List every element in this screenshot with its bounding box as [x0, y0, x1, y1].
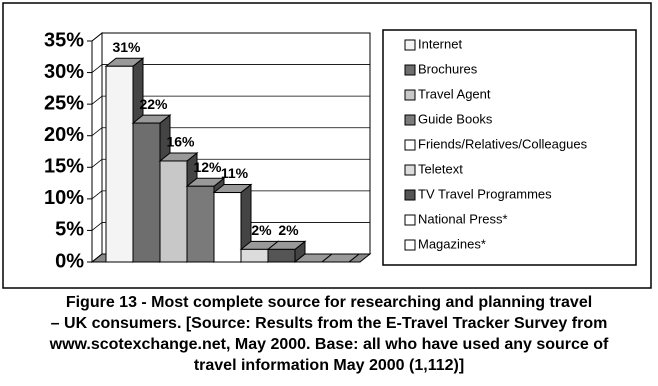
y-tick-label: 10% [44, 187, 84, 209]
grid-line [91, 32, 103, 42]
bar [213, 192, 242, 263]
y-tick-label: 35% [44, 29, 84, 51]
bar [105, 65, 134, 263]
legend-box [382, 29, 637, 266]
bar [186, 185, 215, 263]
grid-line [91, 64, 103, 73]
legend-swatch [404, 114, 416, 126]
value-label: 31% [112, 39, 141, 55]
bar [132, 122, 161, 263]
grid-line [91, 95, 103, 105]
grid-line [91, 158, 103, 168]
y-tick-label: 0% [55, 250, 84, 272]
value-label: 2% [278, 222, 299, 238]
legend-label: TV Travel Programmes [418, 186, 552, 201]
grid-line [91, 253, 103, 263]
legend-swatch [404, 214, 416, 226]
legend-label: National Press* [418, 211, 508, 226]
caption: travel information May 2000 (1,112)] [194, 357, 464, 374]
legend-label: Brochures [418, 61, 478, 76]
caption: www.scotexchange.net, May 2000. Base: al… [49, 336, 609, 353]
legend-label: Magazines* [418, 236, 486, 251]
legend-swatch [404, 39, 416, 51]
legend-label: Teletext [418, 161, 463, 176]
y-tick-label: 5% [55, 219, 84, 241]
caption: Figure 13 - Most complete source for res… [66, 294, 592, 311]
legend-swatch [404, 139, 416, 151]
y-tick-label: 15% [44, 156, 84, 178]
value-label: 12% [193, 159, 222, 175]
legend-swatch [404, 89, 416, 101]
value-label: 11% [221, 165, 249, 181]
y-tick-label: 20% [44, 124, 84, 146]
bar [267, 248, 296, 263]
value-label: 16% [166, 134, 195, 150]
legend-swatch [404, 189, 416, 201]
caption: – UK consumers. [Source: Results from th… [51, 315, 608, 332]
legend-label: Internet [418, 36, 462, 51]
bar [240, 248, 269, 263]
bar-top [320, 253, 361, 263]
y-tick-label: 30% [44, 61, 84, 83]
legend-swatch [404, 164, 416, 176]
side-wall [91, 31, 103, 264]
bar [159, 160, 188, 263]
grid-line [91, 127, 103, 137]
value-label: 22% [139, 96, 168, 112]
legend-label: Guide Books [418, 111, 493, 126]
value-label: 2% [251, 222, 272, 238]
grid-line [91, 222, 103, 231]
y-tick-label: 25% [44, 92, 84, 114]
legend-label: Travel Agent [418, 86, 491, 101]
legend-label: Friends/Relatives/Colleagues [418, 136, 588, 151]
legend-swatch [404, 64, 416, 76]
legend-swatch [404, 239, 416, 251]
grid-line [91, 190, 103, 200]
